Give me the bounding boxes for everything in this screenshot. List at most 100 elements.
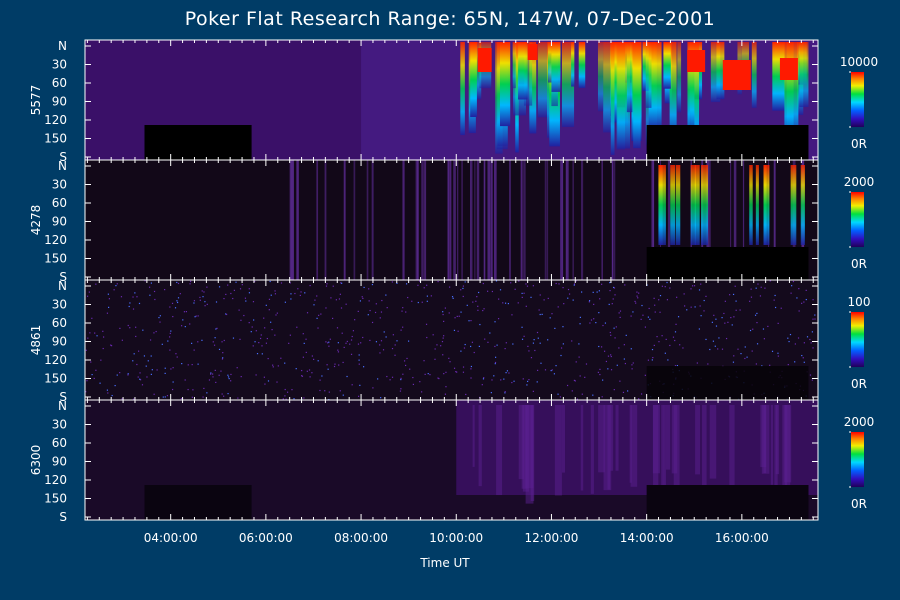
intensity-peak [779,58,798,80]
noise-dot [230,373,232,376]
noise-dot [727,321,729,323]
noise-dot [618,312,620,314]
noise-dot [144,280,146,282]
aurora-streak [578,42,586,88]
colorbar-max: 10000 [840,55,878,69]
noise-dot [333,365,336,368]
noise-dot [613,389,615,391]
noise-dot [311,372,313,374]
noise-dot [407,340,410,342]
noise-dot [332,285,334,287]
noise-dot [547,339,549,341]
noise-dot [603,350,606,352]
noise-dot [304,292,306,294]
noise-dot [525,305,527,307]
noise-dot [357,343,360,345]
noise-dot [383,331,385,333]
noise-dot [612,298,614,300]
noise-dot [286,391,289,393]
noise-dot [514,288,516,290]
noise-dot [557,393,559,395]
noise-dot [466,304,468,306]
noise-dot [803,361,805,363]
x-tick-label: 12:00:00 [525,531,579,545]
noise-dot [608,303,610,306]
streak [518,405,524,480]
noise-dot [814,314,816,316]
noise-dot [696,362,698,364]
noise-dot [686,309,688,311]
noise-dot [411,300,413,302]
noise-dot [334,363,336,365]
noise-dot [445,386,447,388]
noise-dot [627,390,629,392]
noise-dot [254,280,256,283]
noise-dot [503,378,505,380]
noise-dot [512,343,514,345]
aurora-streak [689,42,695,133]
noise-dot [237,397,239,399]
noise-dot [116,374,118,376]
noise-dot [380,397,382,399]
noise-dot [614,337,616,339]
noise-dot [473,351,475,354]
noise-dot [605,360,608,363]
noise-dot [526,384,528,386]
noise-dot [486,290,489,292]
noise-dot [630,348,632,350]
noise-dot [379,344,381,346]
noise-dot [232,337,235,339]
noise-dot [700,315,702,317]
noise-dot [539,342,541,344]
noise-dot [610,355,612,358]
aurora-streak [784,42,794,142]
noise-dot [544,369,547,371]
noise-dot [771,350,774,352]
noise-dot [164,367,166,369]
noise-dot [212,373,214,375]
colorbar [851,432,864,487]
noise-dot [189,323,191,325]
noise-dot [575,361,577,363]
panel-4278: N 30 60 90 120 150 S 4278 2000 0R [29,159,874,284]
noise-dot [761,365,763,367]
noise-dot [811,331,813,333]
noise-dot [316,295,318,297]
noise-dot [589,322,591,324]
aurora-streak [799,42,809,108]
noise-dot [407,296,409,299]
noise-dot [255,374,257,376]
noise-dot [417,284,419,286]
noise-dot [216,327,218,329]
noise-dot [667,359,669,361]
noise-dot [677,316,680,318]
noise-dot [102,347,104,350]
y-tick-label: 150 [44,372,67,386]
noise-dot [794,361,796,363]
noise-dot [734,285,736,287]
noise-dot [301,375,304,377]
noise-dot [623,358,625,360]
colorbar [851,72,864,127]
y-tick-label: 90 [52,95,67,109]
streak [663,405,666,489]
streak [667,160,671,280]
noise-dot [419,381,421,383]
streak [522,405,530,492]
noise-dot [715,325,718,327]
noise-dot [750,288,752,290]
noise-dot [567,297,569,299]
noise-dot [191,342,193,344]
noise-dot [202,296,204,298]
noise-dot [465,393,467,396]
noise-dot [244,297,247,299]
aurora-streak [460,42,465,136]
noise-dot [595,322,597,324]
noise-dot [613,287,616,289]
noise-dot [523,335,525,337]
noise-dot [690,288,692,290]
noise-dot [111,394,113,397]
streak [483,160,486,280]
noise-dot [266,337,268,340]
noise-dot [717,348,719,350]
